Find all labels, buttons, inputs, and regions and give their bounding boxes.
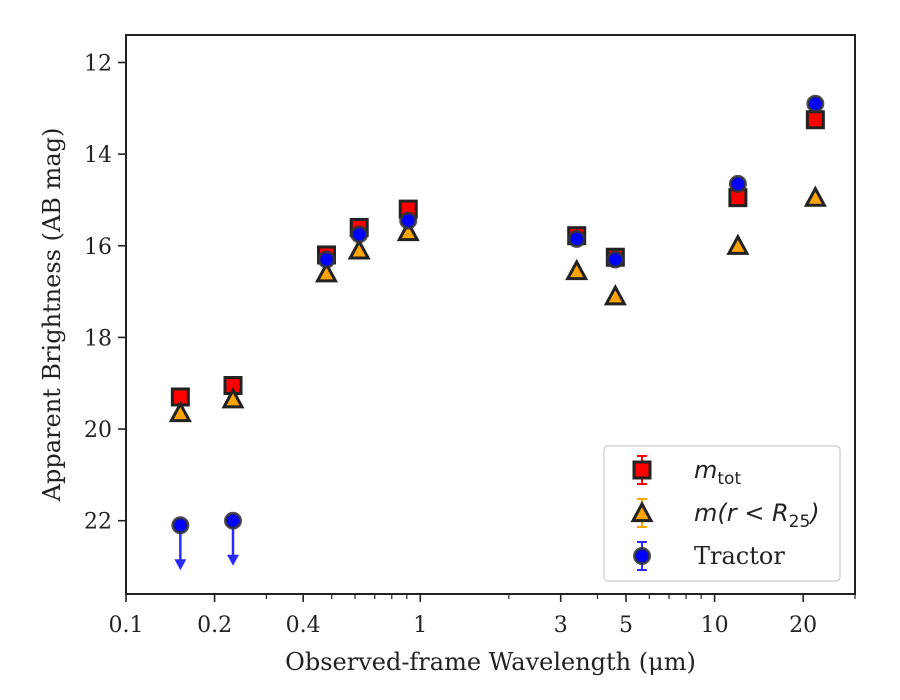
data-marks (168, 94, 827, 571)
point-series-3 (171, 516, 190, 535)
upper-limit-arrowhead (174, 559, 187, 571)
point-series-1 (805, 110, 825, 130)
x-tick-label: 0.4 (286, 613, 321, 638)
point-series-2 (396, 219, 420, 242)
point-series-3 (567, 229, 586, 248)
x-tick-label: 20 (789, 613, 817, 638)
legend-marker (632, 460, 652, 480)
legend-box (603, 445, 841, 582)
legend-label: mtot (694, 456, 741, 489)
y-tick-label: 18 (84, 326, 112, 351)
legend-marker (633, 547, 651, 565)
point-series-2 (726, 233, 750, 255)
point-series-3 (806, 94, 825, 113)
x-tick-label: 1 (413, 613, 427, 638)
point-series-2 (603, 284, 627, 306)
x-tick-label: 0.2 (197, 613, 232, 638)
x-tick-label: 0.1 (109, 613, 144, 638)
point-series-2 (168, 400, 192, 423)
point-series-3 (350, 225, 369, 244)
x-tick-label: 3 (554, 613, 568, 638)
y-tick-label: 16 (84, 235, 112, 260)
upper-limit-arrowhead (227, 554, 240, 566)
y-tick-label: 14 (84, 143, 112, 168)
y-tick-label: 22 (84, 510, 112, 535)
point-series-2 (803, 185, 827, 207)
y-tick-label: 12 (84, 51, 112, 76)
point-series-3 (728, 174, 747, 193)
x-tick-label: 5 (619, 613, 633, 638)
y-tick-label: 20 (84, 418, 112, 443)
point-series-2 (314, 261, 339, 283)
legend: mtot m(r < R25) Tractor (603, 445, 841, 582)
point-series-2 (221, 387, 245, 409)
point-series-2 (565, 258, 589, 281)
x-tick-label: 10 (701, 613, 729, 638)
point-series-3 (606, 250, 625, 269)
point-series-3 (317, 250, 336, 269)
point-series-2 (347, 238, 371, 260)
plot-frame (125, 34, 856, 595)
y-axis-label: Apparent Brightness (AB mag) (38, 128, 66, 503)
legend-marker (630, 500, 654, 523)
point-series-3 (224, 511, 243, 530)
legend-label: m(r < R25) (694, 499, 820, 532)
point-series-3 (399, 211, 418, 230)
axis-ticks: 0.1 0.2 0.4 1 3 5 10 20 12 14 16 18 20 22 (84, 51, 856, 638)
legend-label: Tractor (694, 542, 785, 570)
x-axis-label: Observed-frame Wavelength (μm) (285, 648, 696, 676)
